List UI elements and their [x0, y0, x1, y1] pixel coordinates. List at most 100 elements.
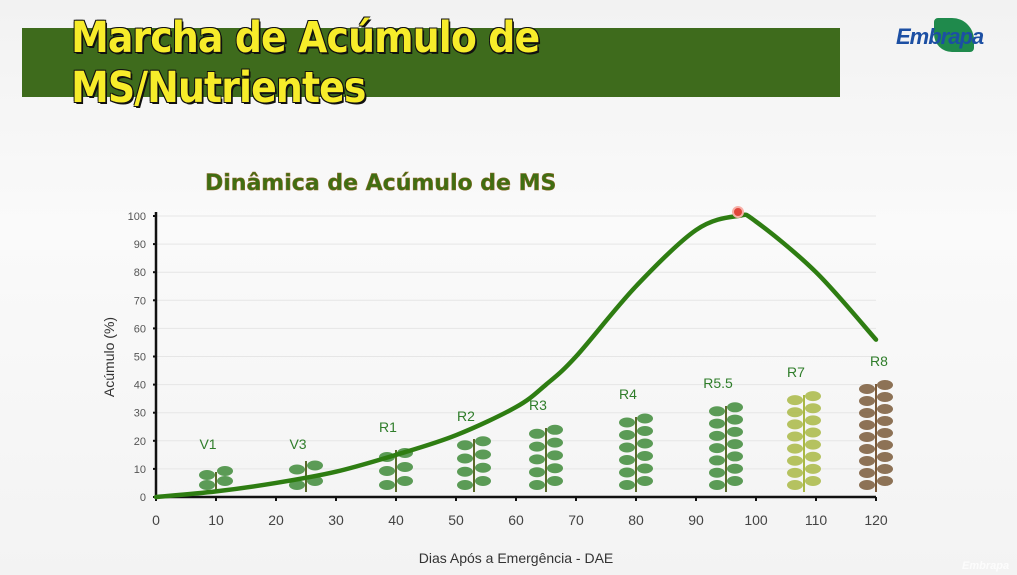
leaf-icon: [859, 408, 875, 418]
stage-label: R5.5: [703, 375, 733, 391]
leaf-icon: [289, 480, 305, 490]
leaf-icon: [709, 418, 725, 429]
leaf-icon: [859, 468, 875, 478]
leaf-icon: [307, 460, 323, 471]
leaf-icon: [637, 413, 653, 424]
leaf-icon: [289, 464, 305, 475]
y-tick-label: 10: [134, 464, 146, 476]
stage-label: R7: [787, 364, 805, 380]
leaf-icon: [547, 424, 563, 435]
x-tick-label: 50: [448, 512, 464, 528]
leaf-icon: [397, 476, 413, 486]
leaf-icon: [787, 419, 803, 430]
stage-label: R1: [379, 419, 397, 435]
leaf-icon: [619, 455, 635, 465]
leaf-icon: [475, 476, 491, 486]
x-tick-label: 70: [568, 512, 584, 528]
leaf-icon: [397, 462, 413, 472]
leaf-icon: [859, 432, 875, 442]
leaf-icon: [727, 463, 743, 474]
leaf-icon: [529, 480, 545, 490]
leaf-icon: [619, 480, 635, 490]
y-tick-label: 40: [134, 380, 146, 392]
leaf-icon: [787, 480, 803, 490]
leaf-icon: [805, 427, 821, 438]
leaf-icon: [637, 438, 653, 449]
peak-marker: [732, 206, 744, 218]
x-axis-label: Dias Após a Emergência - DAE: [419, 550, 614, 566]
x-tick-label: 10: [208, 512, 224, 528]
x-tick-label: 120: [864, 512, 888, 528]
slide-title: Marcha de Acúmulo de MS/Nutrientes: [71, 12, 540, 113]
leaf-icon: [457, 453, 473, 464]
leaf-icon: [877, 452, 893, 462]
leaf-icon: [727, 451, 743, 462]
stage-label: V3: [289, 436, 306, 452]
leaf-icon: [619, 430, 635, 440]
x-tick-label: 90: [688, 512, 704, 528]
leaf-icon: [877, 440, 893, 450]
leaf-icon: [805, 463, 821, 474]
leaf-icon: [379, 480, 395, 490]
embrapa-logo: Embrapa: [896, 18, 1006, 54]
stage-label: V1: [199, 436, 216, 452]
leaf-icon: [217, 476, 233, 486]
leaf-icon: [727, 426, 743, 437]
leaf-icon: [787, 467, 803, 478]
leaf-icon: [877, 416, 893, 426]
leaf-icon: [457, 480, 473, 490]
leaf-icon: [787, 407, 803, 418]
y-tick-label: 20: [134, 436, 146, 448]
y-tick-label: 90: [134, 239, 146, 251]
x-tick-label: 110: [805, 512, 828, 528]
y-tick-label: 60: [134, 323, 146, 335]
leaf-icon: [877, 476, 893, 486]
leaf-icon: [727, 402, 743, 413]
leaf-icon: [709, 480, 725, 490]
leaf-icon: [199, 470, 215, 480]
leaf-icon: [619, 467, 635, 478]
leaf-icon: [529, 454, 545, 465]
leaf-icon: [787, 455, 803, 466]
leaf-icon: [877, 380, 893, 390]
leaf-icon: [475, 462, 491, 473]
leaf-icon: [877, 392, 893, 402]
leaf-icon: [709, 443, 725, 454]
leaf-icon: [805, 415, 821, 426]
leaf-icon: [547, 463, 563, 474]
x-tick-label: 0: [152, 512, 160, 528]
y-tick-label: 80: [134, 267, 146, 279]
leaf-icon: [619, 442, 635, 453]
leaf-icon: [547, 476, 563, 486]
leaf-icon: [727, 414, 743, 425]
leaf-icon: [727, 476, 743, 486]
leaf-icon: [787, 395, 803, 406]
leaf-icon: [619, 417, 635, 428]
leaf-icon: [637, 463, 653, 474]
leaf-icon: [529, 467, 545, 478]
x-tick-label: 40: [388, 512, 404, 528]
leaf-icon: [805, 391, 821, 402]
leaf-icon: [859, 420, 875, 430]
leaf-icon: [877, 464, 893, 474]
logo-leaf-icon: [934, 18, 974, 52]
x-tick-label: 30: [328, 512, 344, 528]
leaf-icon: [805, 403, 821, 414]
x-tick-label: 20: [268, 512, 284, 528]
leaf-icon: [475, 436, 491, 447]
logo-text: Embrapa: [896, 24, 984, 49]
y-tick-label: 30: [134, 408, 146, 420]
leaf-icon: [877, 404, 893, 414]
footer-logo: Embrapa: [962, 560, 1010, 572]
accumulation-line: [153, 212, 879, 500]
title-banner: Marcha de Acúmulo de MS/Nutrientes: [22, 13, 840, 113]
leaf-icon: [805, 451, 821, 462]
stage-label: R8: [870, 353, 888, 369]
leaf-icon: [787, 443, 803, 454]
x-tick-label: 60: [508, 512, 524, 528]
y-axis-label: Acúmulo (%): [101, 317, 117, 397]
leaf-icon: [547, 450, 563, 461]
leaf-icon: [859, 456, 875, 466]
chart-title: Dinâmica de Acúmulo de MS: [205, 171, 556, 196]
